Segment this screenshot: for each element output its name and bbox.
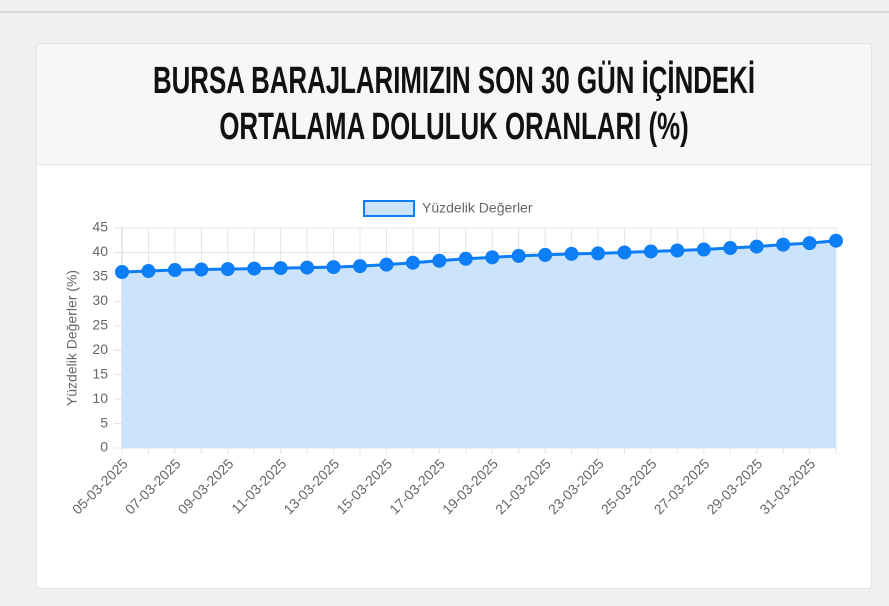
y-tick-label: 0 [100,439,108,455]
x-tick-label: 23-03-2025 [545,455,607,517]
y-tick-label: 30 [92,292,108,308]
x-tick-label: 17-03-2025 [386,455,448,517]
y-tick-label: 40 [92,243,108,259]
point [432,253,447,268]
point [538,247,553,262]
legend-swatch [363,200,415,217]
area [122,240,836,448]
card-header: BURSA BARAJLARIMIZIN SON 30 GÜN İÇİNDEKİ… [37,44,871,165]
point [141,264,156,279]
point [379,257,394,272]
top-bar [0,11,889,13]
legend-label: Yüzdelik Değerler [422,200,533,216]
point [643,244,658,259]
x-tick-label: 05-03-2025 [69,455,131,517]
y-tick-label: 25 [92,316,108,332]
y-tick-label: 10 [92,390,108,406]
x-tick-label: 21-03-2025 [492,455,554,517]
y-tick-label: 5 [100,414,108,430]
x-tick-label: 09-03-2025 [175,455,237,517]
point [696,242,711,257]
point [300,260,315,275]
point [591,246,605,261]
point [194,262,209,277]
point [273,261,288,276]
point [749,239,764,254]
x-tick-label: 29-03-2025 [703,455,765,517]
x-tick-label: 25-03-2025 [598,455,660,517]
point [485,250,500,265]
y-tick-label: 20 [92,341,108,357]
y-axis-label: Yüzdelik Değerler (%) [64,270,80,406]
x-tick-label: 31-03-2025 [756,455,818,517]
point [564,246,579,261]
y-tick-label: 15 [92,365,108,381]
x-tick-label: 13-03-2025 [280,455,342,517]
y-tick-label: 45 [92,219,108,235]
point [405,255,420,270]
card: BURSA BARAJLARIMIZIN SON 30 GÜN İÇİNDEKİ… [36,43,872,589]
point [723,241,738,256]
point [617,245,632,260]
point [353,259,367,274]
y-tick-label: 35 [92,268,108,284]
point [802,236,817,251]
point [247,261,262,276]
line [121,239,837,274]
point [115,265,129,279]
x-tick-label: 07-03-2025 [122,455,184,517]
chart-title: BURSA BARAJLARIMIZIN SON 30 GÜN İÇİNDEKİ… [152,60,756,148]
point [326,260,341,275]
x-tick-label: 19-03-2025 [439,455,501,517]
point [458,251,473,266]
point [167,263,182,278]
x-tick-label: 27-03-2025 [651,455,713,517]
point [776,237,791,252]
x-tick-label: 15-03-2025 [333,455,395,517]
point [670,243,685,258]
point [220,262,235,277]
point [511,248,526,263]
point [829,233,843,248]
